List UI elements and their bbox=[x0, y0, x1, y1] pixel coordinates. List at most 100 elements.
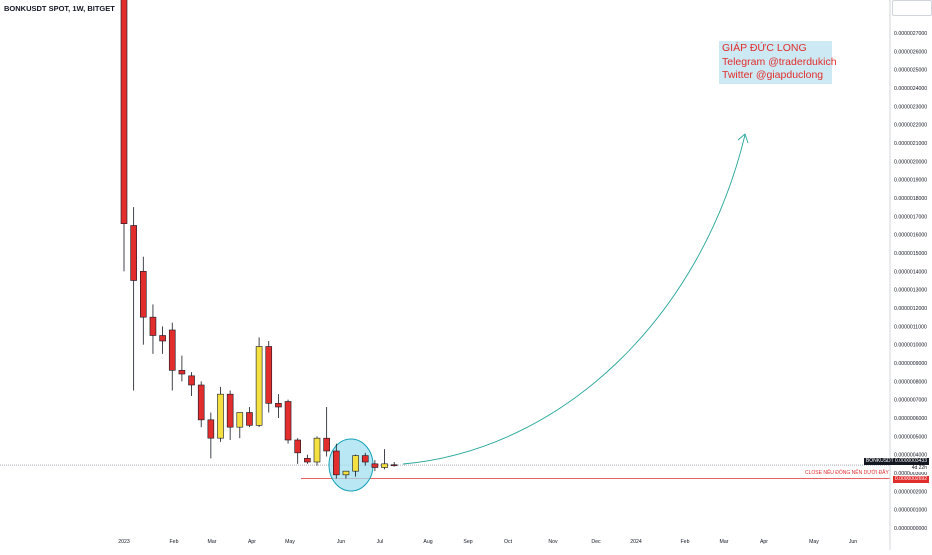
candle-body bbox=[381, 463, 388, 468]
y-tick-label: 0.0000006000 bbox=[894, 416, 927, 422]
candle-body bbox=[313, 437, 321, 463]
y-tick-label: 0.0000007000 bbox=[894, 398, 927, 404]
candle bbox=[178, 355, 186, 382]
last-price-value: 0.0000003433 bbox=[895, 458, 927, 464]
x-tick-label: Jun bbox=[337, 539, 345, 545]
candle-body bbox=[149, 316, 157, 336]
candle-body bbox=[159, 335, 166, 342]
x-tick-label: Apr bbox=[760, 539, 768, 545]
candle bbox=[390, 462, 398, 467]
candle-body bbox=[265, 346, 273, 404]
y-tick-label: 0.0000011000 bbox=[894, 324, 927, 330]
y-tick-label: 0.0000021000 bbox=[894, 141, 927, 147]
candle-body bbox=[120, 0, 128, 224]
y-tick-label: 0.0000001000 bbox=[894, 508, 927, 514]
candle bbox=[255, 337, 263, 428]
x-tick-label: May bbox=[809, 539, 819, 545]
x-tick-label: Apr bbox=[248, 539, 256, 545]
x-tick-label: Oct bbox=[504, 539, 513, 545]
y-tick-label: 0.0000012000 bbox=[894, 306, 927, 312]
candle-body bbox=[130, 225, 137, 281]
x-tick-label: May bbox=[285, 539, 295, 545]
candle bbox=[275, 394, 282, 418]
x-tick-label: 2023 bbox=[118, 539, 130, 545]
candle bbox=[140, 256, 147, 345]
x-tick-label: Feb bbox=[681, 539, 690, 545]
candle-body bbox=[361, 455, 369, 463]
candle-body bbox=[284, 401, 292, 441]
y-tick-label: 0.0000009000 bbox=[894, 361, 927, 367]
candle-body bbox=[255, 346, 263, 426]
y-tick-label: 0.0000004000 bbox=[894, 453, 927, 459]
x-tick-label: Dec bbox=[591, 539, 601, 545]
y-tick-label: 0.0000016000 bbox=[894, 233, 927, 239]
candle bbox=[313, 436, 321, 466]
y-tick-label: 0.0000002000 bbox=[894, 489, 927, 495]
x-tick-label: Jun bbox=[849, 539, 857, 545]
candle bbox=[207, 412, 215, 459]
y-tick-label: 0.0000018000 bbox=[894, 196, 927, 202]
candle bbox=[149, 304, 157, 354]
candle bbox=[294, 438, 302, 464]
y-tick-label: 0.0000003000 bbox=[894, 471, 927, 477]
y-tick-label: 0.0000015000 bbox=[894, 251, 927, 257]
candle bbox=[168, 322, 176, 391]
annotation-line-name: GIÁP ĐỨC LONG bbox=[722, 42, 807, 54]
candle-body bbox=[140, 271, 147, 318]
y-tick-label: 0.0000027000 bbox=[894, 31, 927, 37]
candle bbox=[130, 207, 137, 391]
y-tick-label: 0.0000017000 bbox=[894, 214, 927, 220]
candle-body bbox=[342, 470, 350, 476]
y-tick-label: 0.0000010000 bbox=[894, 343, 927, 349]
candle bbox=[246, 407, 253, 428]
candle-body bbox=[197, 384, 205, 421]
y-tick-label: 0.0000022000 bbox=[894, 123, 927, 129]
candle bbox=[188, 372, 195, 396]
x-tick-label: Nov bbox=[548, 539, 558, 545]
candle-body bbox=[207, 419, 215, 439]
candle-body bbox=[226, 393, 234, 428]
candle bbox=[352, 454, 359, 477]
candle-body bbox=[323, 437, 330, 452]
candle bbox=[226, 390, 234, 440]
y-tick-label: 0.0000026000 bbox=[894, 49, 927, 55]
candle bbox=[371, 460, 379, 472]
symbol-label: BONKUSDT bbox=[865, 458, 894, 464]
x-tick-label: Feb bbox=[170, 539, 179, 545]
candle-countdown: 4d 22h bbox=[909, 465, 929, 472]
candle bbox=[304, 454, 311, 464]
candle bbox=[265, 341, 273, 413]
x-tick-label: Aug bbox=[423, 539, 432, 545]
projection-arrow bbox=[402, 134, 746, 465]
author-annotation[interactable]: GIÁP ĐỨC LONG Telegram @traderdukich Twi… bbox=[719, 41, 837, 84]
candle-body bbox=[275, 403, 282, 408]
candle-body bbox=[390, 464, 398, 467]
y-tick-label: 0.0000013000 bbox=[894, 288, 927, 294]
y-tick-label: 0.0000000000 bbox=[894, 526, 927, 532]
candle-body bbox=[246, 412, 253, 426]
candle bbox=[361, 452, 369, 466]
candle-body bbox=[178, 370, 186, 375]
candle bbox=[342, 470, 350, 479]
candle-body bbox=[236, 412, 244, 428]
annotation-line-telegram: Telegram @traderdukich bbox=[722, 55, 837, 68]
y-tick-label: 0.0000008000 bbox=[894, 379, 927, 385]
candle bbox=[323, 407, 330, 457]
axis-settings-button[interactable] bbox=[892, 0, 932, 16]
candle bbox=[284, 399, 292, 444]
y-tick-label: 0.0000020000 bbox=[894, 159, 927, 165]
y-tick-label: 0.0000024000 bbox=[894, 86, 927, 92]
y-tick-label: 0.0000014000 bbox=[894, 269, 927, 275]
candle bbox=[381, 449, 388, 470]
last-price-tag: BONKUSDT 0.0000003433 bbox=[863, 458, 929, 465]
x-tick-label: Sep bbox=[463, 539, 472, 545]
hline-label: CLOSE NẾU ĐÓNG NẾN DƯỚI ĐÂY bbox=[805, 470, 889, 476]
level-price-tag: 0.0000002692 bbox=[893, 476, 929, 483]
candle-body bbox=[217, 393, 224, 439]
x-tick-label: Mar bbox=[720, 539, 729, 545]
y-tick-label: 0.0000019000 bbox=[894, 178, 927, 184]
y-tick-label: 0.0000025000 bbox=[894, 68, 927, 74]
candle bbox=[120, 0, 128, 272]
chart-title: BONKUSDT SPOT, 1W, BITGET bbox=[4, 4, 115, 13]
annotation-line-twitter: Twitter @giapduclong bbox=[722, 69, 824, 81]
